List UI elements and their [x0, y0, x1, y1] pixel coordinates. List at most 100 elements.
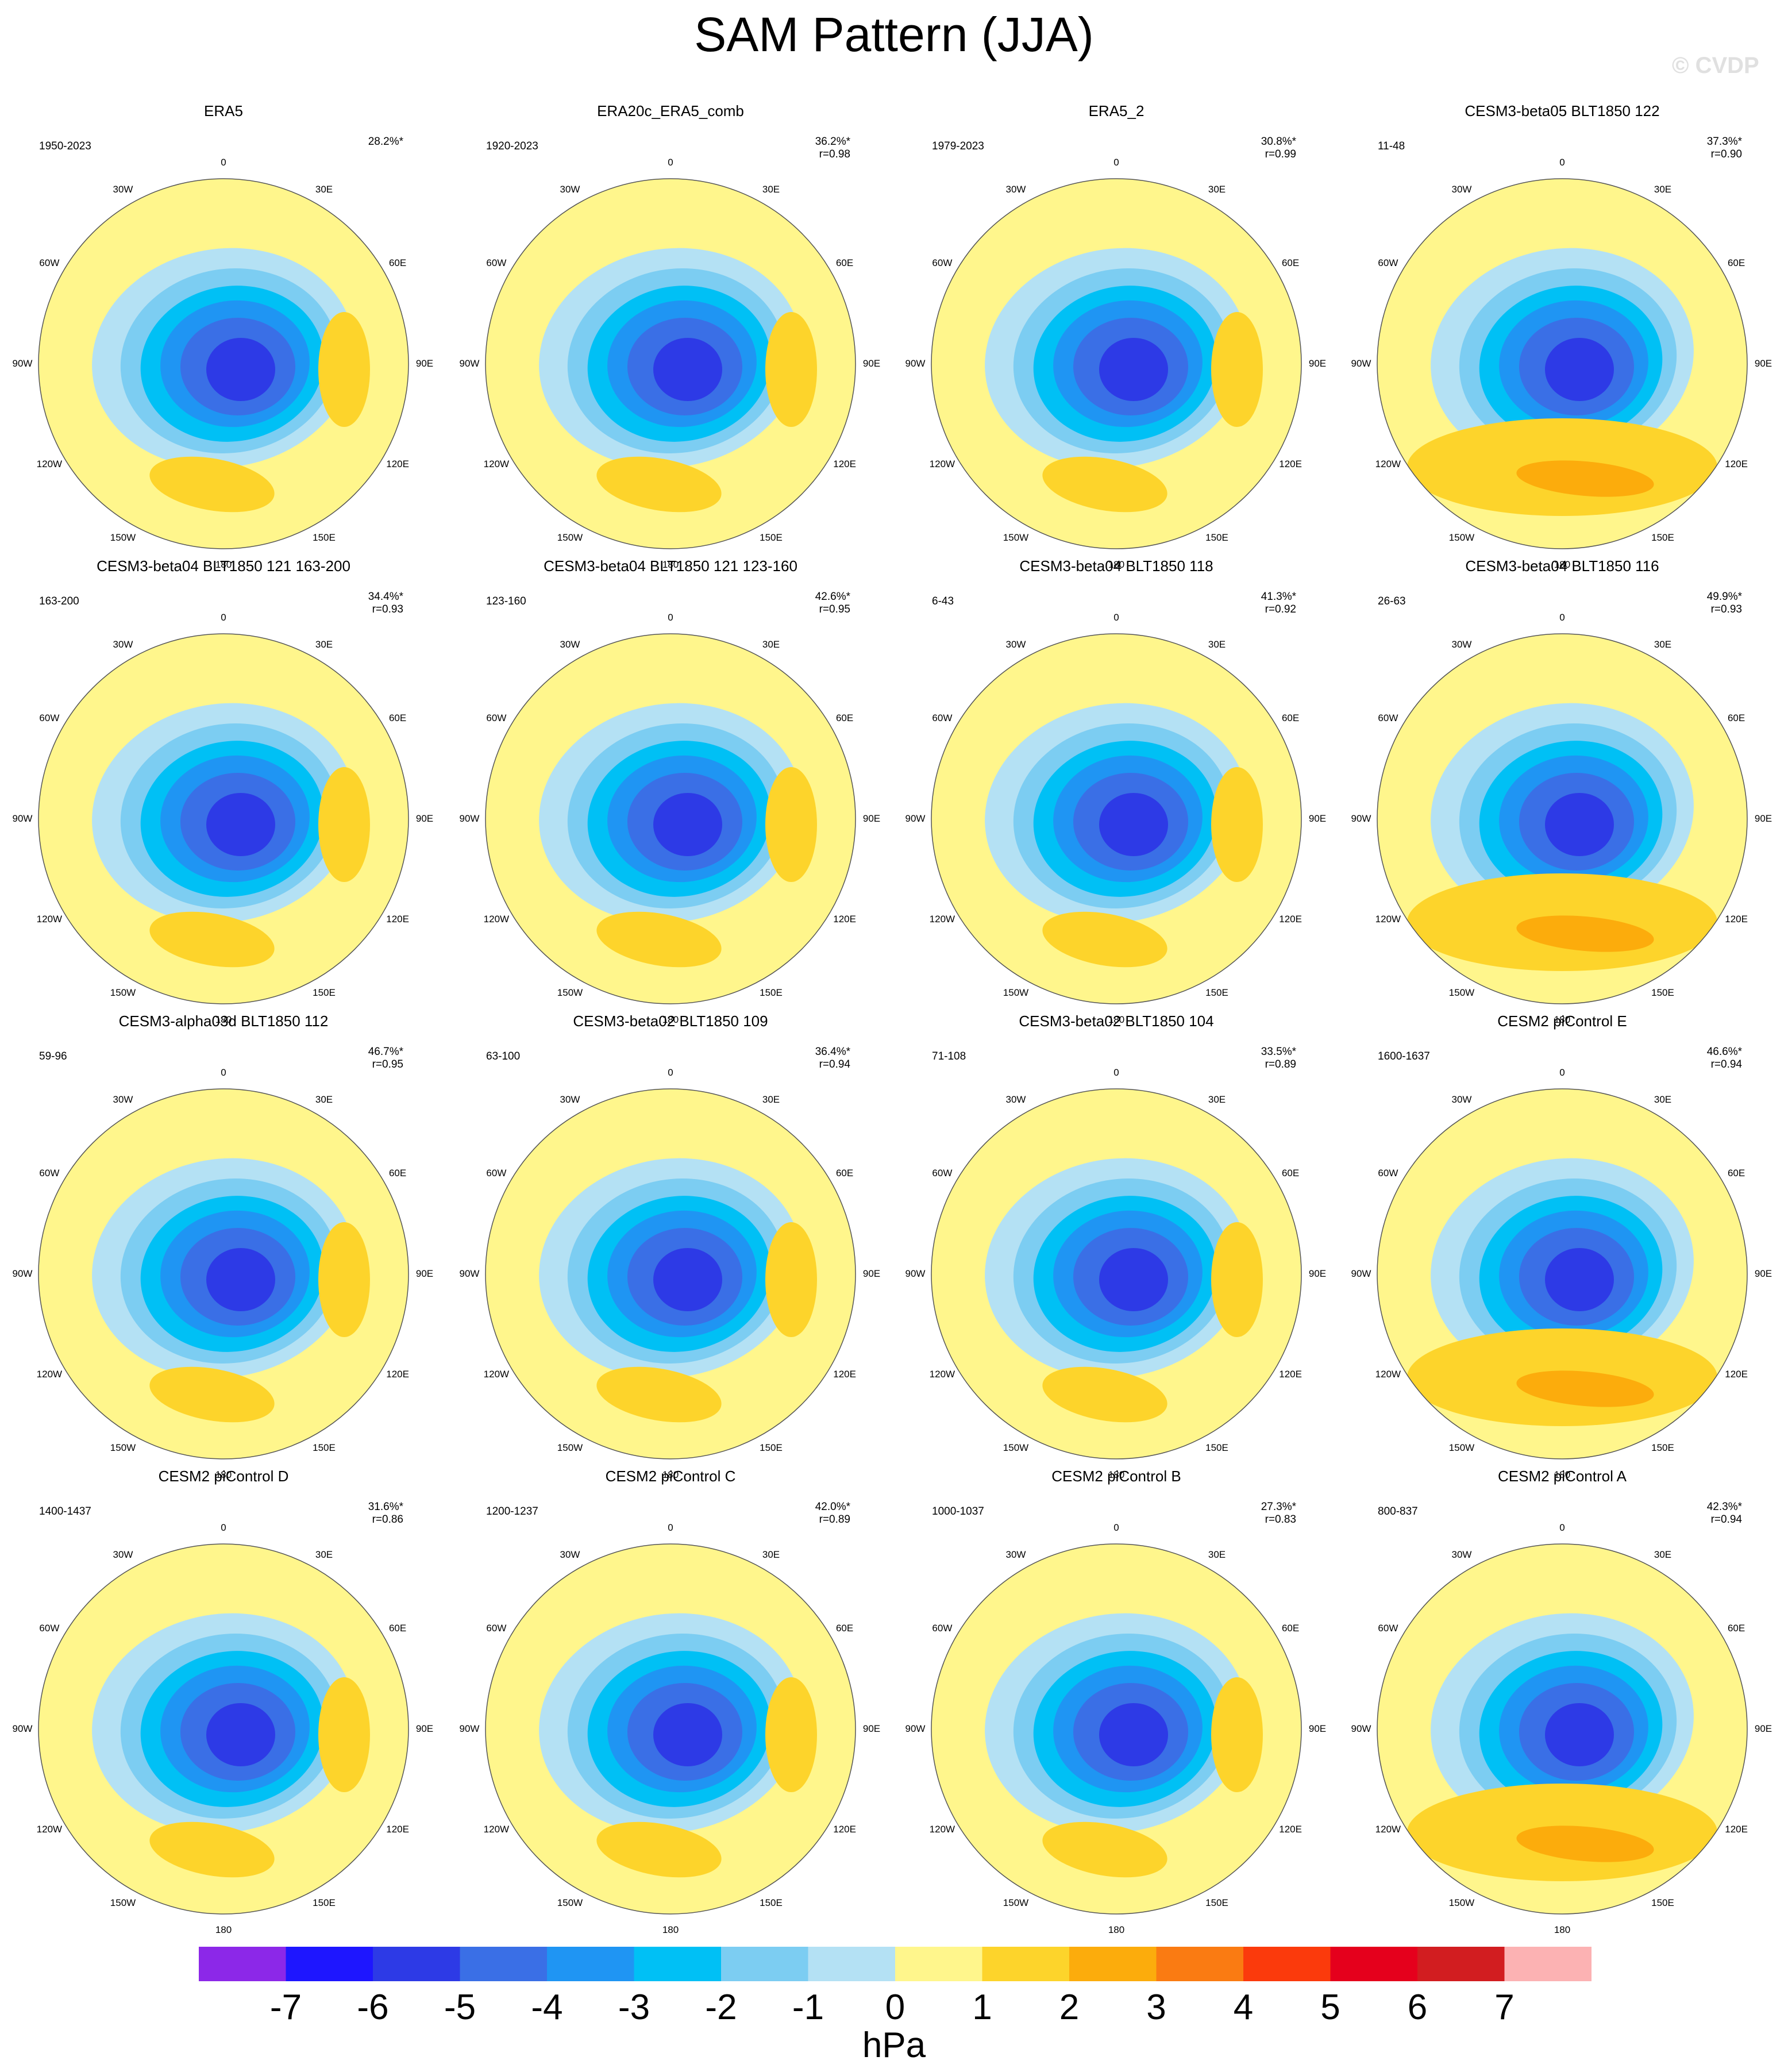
longitude-label: 90W [459, 1723, 480, 1734]
map-border [1377, 1543, 1748, 1915]
colorbar-swatch [982, 1947, 1069, 1981]
longitude-label: 180 [1108, 1014, 1125, 1025]
anomaly-contour [318, 1222, 370, 1337]
longitude-label: 180 [1108, 1469, 1125, 1480]
longitude-label: 150E [1651, 987, 1674, 999]
longitude-label: 30E [315, 1093, 333, 1105]
longitude-label: 30E [315, 638, 333, 650]
longitude-label: 120E [833, 1824, 856, 1835]
longitude-label: 60W [39, 257, 60, 268]
panel-variance: 42.3%* [1706, 1501, 1742, 1513]
panel-title: CESM2 piControl B [1051, 1468, 1181, 1485]
panel-correlation: r=0.89 [819, 1513, 850, 1526]
panel-period: 1000-1037 [932, 1505, 984, 1518]
longitude-label: 0 [221, 1067, 226, 1078]
longitude-label: 90E [1308, 813, 1327, 824]
longitude-label: 90W [1351, 1723, 1371, 1734]
longitude-label: 60E [1727, 1623, 1745, 1634]
colorbar-swatch [895, 1947, 982, 1981]
panel-correlation: r=0.90 [1710, 148, 1742, 160]
polar-map [1377, 1088, 1748, 1459]
longitude-label: 180 [1554, 559, 1571, 570]
longitude-label: 90W [12, 1723, 33, 1734]
longitude-label: 180 [215, 1469, 232, 1480]
anomaly-contour [318, 1677, 370, 1792]
longitude-label: 0 [221, 1522, 226, 1533]
map-panel: ERA5_2 1979-2023 30.8%* r=0.99 0 30E 60E 90E 120… [893, 102, 1340, 570]
colorbar-tick-label: 6 [1407, 1988, 1428, 2027]
longitude-label: 30W [1451, 1093, 1472, 1105]
longitude-label: 90W [12, 1268, 33, 1279]
longitude-label: 60W [39, 713, 60, 723]
panel-title: CESM3-beta04 BLT1850 116 [1465, 557, 1659, 575]
longitude-label: 60W [1378, 1623, 1398, 1634]
longitude-label: 30W [1451, 183, 1472, 195]
panel-period: 26-63 [1378, 595, 1406, 607]
panel-stats: 46.6%* r=0.94 [1700, 1046, 1742, 1071]
polar-map [38, 178, 409, 549]
anomaly-contour [1516, 460, 1654, 497]
anomaly-contour [596, 911, 722, 968]
polar-map [1377, 633, 1748, 1004]
longitude-label: 0 [668, 1522, 673, 1533]
longitude-label: 0 [668, 157, 673, 168]
panel-stats: 27.3%* r=0.83 [1254, 1501, 1296, 1526]
anomaly-contour [653, 1248, 722, 1311]
panel-variance: 27.3%* [1261, 1501, 1296, 1513]
longitude-label: 180 [1108, 1924, 1125, 1935]
longitude-label: 30E [1208, 1549, 1226, 1560]
anomaly-contour [149, 1366, 275, 1423]
map-border [1377, 633, 1748, 1004]
longitude-label: 60E [1281, 257, 1300, 268]
longitude-label: 60E [835, 713, 854, 723]
longitude-label: 30W [560, 1549, 580, 1560]
panel-stats: 28.2%* [361, 136, 403, 148]
longitude-label: 120W [36, 914, 63, 925]
longitude-label: 0 [1113, 612, 1119, 623]
longitude-label: 120E [386, 1824, 409, 1835]
longitude-label: 120E [1725, 1824, 1748, 1835]
map-border [931, 1088, 1302, 1459]
longitude-label: 90E [1308, 358, 1327, 369]
panel-stats: 36.2%* r=0.98 [808, 136, 850, 161]
anomaly-contour [765, 1677, 817, 1792]
longitude-label: 90E [415, 1723, 434, 1734]
panel-correlation: r=0.83 [1265, 1513, 1296, 1526]
polar-map [485, 633, 856, 1004]
longitude-label: 0 [1559, 1067, 1565, 1078]
panel-variance: 36.2%* [815, 136, 850, 148]
panel-variance: 28.2%* [368, 136, 403, 148]
panel-variance: 33.5%* [1261, 1046, 1296, 1058]
colorbar-tick-label: -6 [357, 1988, 389, 2027]
longitude-label: 60E [1281, 1623, 1300, 1634]
map-panel: CESM3-beta04 BLT1850 121 163-200 163-200 3… [0, 557, 447, 1025]
longitude-label: 150E [313, 1442, 336, 1454]
longitude-label: 60E [1281, 713, 1300, 723]
colorbar-swatch [1504, 1947, 1592, 1981]
longitude-label: 60W [1378, 713, 1398, 723]
anomaly-contour [318, 767, 370, 882]
anomaly-contour [1099, 338, 1168, 401]
longitude-label: 150W [1003, 987, 1029, 999]
polar-map [485, 1088, 856, 1459]
longitude-label: 150W [1448, 1442, 1475, 1454]
panel-stats: 42.0%* r=0.89 [808, 1501, 850, 1526]
longitude-label: 60W [39, 1623, 60, 1634]
longitude-label: 150E [1205, 1897, 1228, 1909]
longitude-label: 30E [1654, 1549, 1672, 1560]
longitude-label: 90W [1351, 813, 1371, 824]
longitude-label: 60E [835, 1168, 854, 1179]
colorbar-swatch [286, 1947, 373, 1981]
longitude-label: 90W [1351, 1268, 1371, 1279]
longitude-label: 150E [760, 987, 783, 999]
map-border [485, 178, 856, 549]
panel-correlation: r=0.94 [1710, 1058, 1742, 1070]
longitude-label: 30W [1005, 183, 1026, 195]
anomaly-contour [206, 338, 275, 401]
map-border [931, 178, 1302, 549]
longitude-label: 150E [1651, 1897, 1674, 1909]
longitude-label: 90E [1754, 1268, 1772, 1279]
anomaly-contour [1099, 793, 1168, 856]
panel-period: 1950-2023 [39, 140, 91, 152]
longitude-label: 180 [215, 1014, 232, 1025]
